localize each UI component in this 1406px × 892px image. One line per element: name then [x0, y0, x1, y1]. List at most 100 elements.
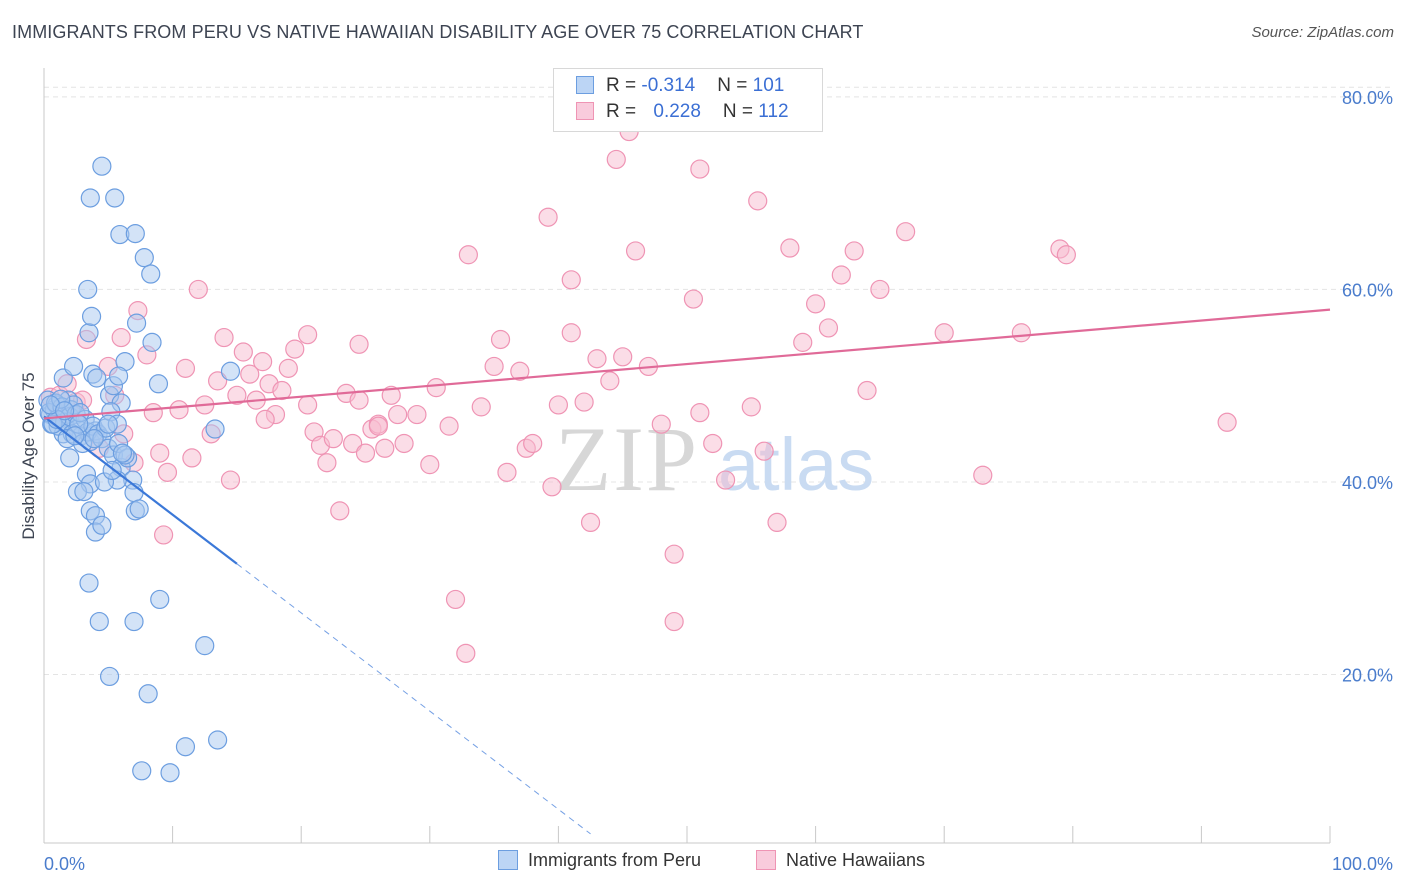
y-axis-label: Disability Age Over 75 — [19, 372, 38, 539]
data-point-peru — [112, 443, 133, 463]
data-point-peru — [148, 374, 169, 394]
axes — [43, 68, 1331, 844]
data-point-native-hawaiian — [703, 433, 723, 454]
data-point-native-hawaiian — [497, 462, 517, 482]
data-point-native-hawaiian — [330, 501, 350, 521]
data-point-native-hawaiian — [153, 525, 174, 545]
data-point-peru — [150, 589, 170, 610]
data-point-native-hawaiian — [973, 465, 993, 485]
data-point-native-hawaiian — [407, 404, 427, 425]
legend-r-value-hawaiian: 0.228 — [653, 101, 701, 122]
watermark: ZIP atlas — [555, 408, 874, 510]
data-point-native-hawaiian — [278, 358, 298, 378]
data-point-native-hawaiian — [767, 512, 787, 533]
data-point-native-hawaiian — [175, 358, 196, 378]
data-point-native-hawaiian — [934, 323, 954, 343]
data-point-peru — [126, 313, 147, 333]
data-point-native-hawaiian — [233, 342, 253, 362]
data-point-native-hawaiian — [625, 241, 646, 261]
legend-swatch-hawaiian — [576, 102, 594, 120]
data-point-peru — [142, 332, 162, 352]
data-point-peru — [125, 223, 145, 244]
data-point-native-hawaiian — [561, 270, 581, 290]
data-point-peru — [105, 188, 125, 208]
data-point-native-hawaiian — [484, 356, 504, 377]
series-native-hawaiians-points — [40, 121, 1237, 663]
data-point-native-hawaiian — [214, 327, 234, 348]
data-point-native-hawaiian — [831, 265, 851, 285]
data-point-peru — [78, 279, 98, 300]
legend-r-label: R = — [606, 75, 642, 96]
data-point-peru — [89, 611, 109, 632]
data-point-peru — [84, 429, 104, 449]
data-point-native-hawaiian — [323, 429, 343, 449]
data-point-native-hawaiian — [870, 279, 890, 300]
data-point-peru — [205, 419, 225, 439]
data-point-native-hawaiian — [651, 414, 671, 434]
data-point-peru — [65, 426, 85, 446]
data-point-native-hawaiian — [1217, 412, 1237, 432]
trendline-peru — [43, 415, 238, 565]
bottom-legend-label-hawaiian: Native Hawaiians — [786, 850, 926, 870]
data-point-native-hawaiian — [255, 409, 275, 429]
data-point-native-hawaiian — [606, 149, 626, 170]
data-point-native-hawaiian — [818, 318, 839, 338]
data-point-native-hawaiian — [355, 443, 376, 463]
data-point-native-hawaiian — [458, 245, 478, 265]
data-point-native-hawaiian — [317, 453, 337, 473]
data-point-peru — [138, 684, 158, 704]
data-point-native-hawaiian — [580, 512, 601, 533]
data-point-native-hawaiian — [471, 397, 491, 417]
data-point-peru — [160, 763, 180, 783]
data-point-peru — [92, 156, 112, 176]
bottom-legend-peru: Immigrants from Peru — [498, 850, 701, 871]
y-tick-label: 60.0% — [1342, 280, 1393, 300]
data-point-native-hawaiian — [143, 403, 163, 423]
data-point-native-hawaiian — [538, 207, 558, 227]
watermark-atlas: atlas — [718, 423, 874, 506]
correlation-legend: R = -0.314 N = 101 R = 0.228 N = 112 — [553, 68, 823, 132]
data-point-peru — [98, 414, 118, 434]
data-point-native-hawaiian — [857, 380, 877, 401]
data-point-native-hawaiian — [600, 371, 620, 391]
data-point-peru — [141, 264, 161, 284]
data-point-peru — [60, 448, 80, 468]
data-point-native-hawaiian — [664, 544, 684, 564]
data-point-native-hawaiian — [445, 589, 466, 610]
data-point-native-hawaiian — [542, 477, 562, 497]
legend-n-value-peru: 101 — [752, 75, 785, 96]
data-point-peru — [81, 306, 102, 326]
legend-r-value-peru: -0.314 — [641, 75, 696, 96]
data-point-peru — [108, 366, 129, 386]
data-point-native-hawaiian — [523, 433, 543, 454]
data-point-peru — [132, 761, 152, 781]
data-point-native-hawaiian — [349, 390, 369, 410]
data-point-native-hawaiian — [490, 329, 511, 350]
y-tick-label: 40.0% — [1342, 473, 1393, 493]
data-point-native-hawaiian — [298, 325, 318, 345]
bottom-legend-label-peru: Immigrants from Peru — [528, 850, 702, 870]
data-point-native-hawaiian — [741, 397, 761, 417]
data-point-native-hawaiian — [285, 339, 305, 359]
data-point-native-hawaiian — [272, 380, 292, 401]
data-point-native-hawaiian — [227, 385, 247, 405]
data-point-peru — [80, 188, 100, 208]
data-point-native-hawaiian — [368, 416, 388, 436]
data-point-native-hawaiian — [111, 327, 131, 348]
data-point-native-hawaiian — [420, 455, 440, 475]
data-point-native-hawaiian — [805, 294, 826, 314]
data-point-peru — [208, 730, 228, 750]
data-point-peru — [99, 666, 120, 687]
data-point-native-hawaiian — [188, 279, 208, 300]
data-point-peru — [175, 737, 196, 757]
chart-title: IMMIGRANTS FROM PERU VS NATIVE HAWAIIAN … — [12, 22, 864, 42]
bottom-legend-swatch-hawaiian — [756, 850, 776, 870]
data-point-native-hawaiian — [394, 433, 414, 454]
data-point-peru — [92, 515, 112, 535]
data-point-native-hawaiian — [157, 462, 178, 482]
data-point-native-hawaiian — [844, 241, 864, 261]
data-point-native-hawaiian — [220, 470, 241, 490]
data-point-peru — [79, 323, 99, 343]
watermark-zip: ZIP — [555, 408, 699, 510]
trendline-native-hawaiian — [43, 308, 1331, 420]
